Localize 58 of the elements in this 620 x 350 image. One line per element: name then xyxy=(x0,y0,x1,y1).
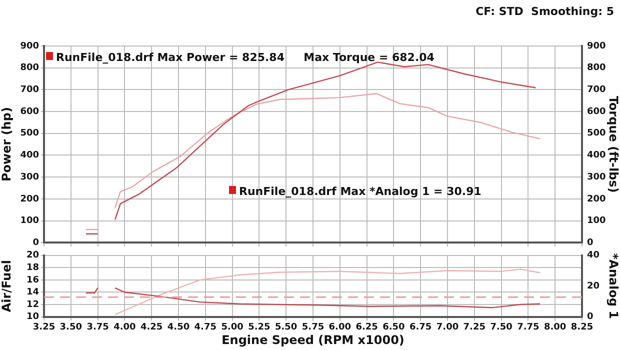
y-axis-title: Air/Fuel xyxy=(0,260,14,312)
y-tick-label: 18 xyxy=(26,263,39,274)
y2-tick-label: 300 xyxy=(587,172,606,182)
y2-tick-label: 0 xyxy=(587,238,594,248)
x-tick-label: 7.50 xyxy=(490,322,512,333)
x-tick-label: 7.75 xyxy=(517,322,540,333)
x-tick-label: 6.75 xyxy=(409,322,432,333)
x-tick-label: 8.25 xyxy=(570,322,594,333)
x-tick-label: 8.00 xyxy=(544,322,566,333)
y2-axis-title: *Analog 1 xyxy=(606,253,620,319)
x-tick-label: 6.50 xyxy=(382,322,405,333)
y2-tick-label: 800 xyxy=(587,63,606,74)
x-tick-label: 4.25 xyxy=(140,322,163,333)
y2-tick-label: 100 xyxy=(587,216,606,226)
x-tick-label: 4.00 xyxy=(114,322,136,333)
x-tick-label: 5.50 xyxy=(274,322,298,333)
x-tick-label: 5.75 xyxy=(302,322,324,333)
y2-tick-label: 0 xyxy=(587,312,594,322)
y2-axis-title: Torque (ft-lbs) xyxy=(606,96,620,193)
annotation: RunFile_018.drf Max *Analog 1 = 30.91 xyxy=(239,184,482,198)
text: CF: STD Smoothing: 5 xyxy=(476,4,614,18)
x-tick-label: 5.25 xyxy=(248,322,270,333)
y-tick-label: 10 xyxy=(26,312,39,322)
y-tick-label: 800 xyxy=(20,63,39,74)
x-tick-label: 6.25 xyxy=(356,322,378,333)
x-tick-label: 5.00 xyxy=(221,322,244,333)
x-tick-label: 7.00 xyxy=(436,322,459,333)
y-tick-label: 700 xyxy=(20,85,39,96)
x-tick-label: 3.50 xyxy=(60,322,82,333)
y-tick-label: 12 xyxy=(26,300,39,310)
y2-tick-label: 600 xyxy=(587,106,606,117)
y-tick-label: 0 xyxy=(32,238,39,248)
y-tick-label: 14 xyxy=(26,288,39,298)
x-tick-label: 6.00 xyxy=(328,322,352,333)
y2-tick-label: 900 xyxy=(587,41,606,52)
y-tick-label: 900 xyxy=(20,41,39,52)
y-axis-title: Power (hp) xyxy=(0,107,14,182)
annotation: RunFile_018.drf Max Power = 825.84 Max Torque = 682.04 xyxy=(56,50,435,64)
y-tick-label: 500 xyxy=(20,128,39,139)
x-tick-label: 4.75 xyxy=(194,322,217,333)
x-tick-label: 3.75 xyxy=(86,322,109,333)
y-tick-label: 100 xyxy=(20,216,39,226)
y-tick-label: 400 xyxy=(20,150,39,161)
y2-tick-label: 500 xyxy=(587,128,606,139)
x-tick-label: 4.50 xyxy=(167,322,190,333)
x-tick-label: 7.25 xyxy=(463,322,486,333)
x-axis-title: Engine Speed (RPM x1000) xyxy=(222,332,404,347)
y2-tick-label: 200 xyxy=(587,194,606,204)
x-tick-label: 3.25 xyxy=(32,322,56,333)
y-tick-label: 20 xyxy=(26,250,39,261)
y-tick-label: 200 xyxy=(20,194,39,204)
y-tick-label: 300 xyxy=(20,172,39,182)
y-tick-label: 16 xyxy=(26,275,39,286)
y2-tick-label: 40 xyxy=(587,250,600,261)
y2-tick-label: 700 xyxy=(587,85,606,96)
y-tick-label: 600 xyxy=(20,106,39,117)
y2-tick-label: 400 xyxy=(587,150,606,161)
y2-tick-label: 20 xyxy=(587,281,600,292)
